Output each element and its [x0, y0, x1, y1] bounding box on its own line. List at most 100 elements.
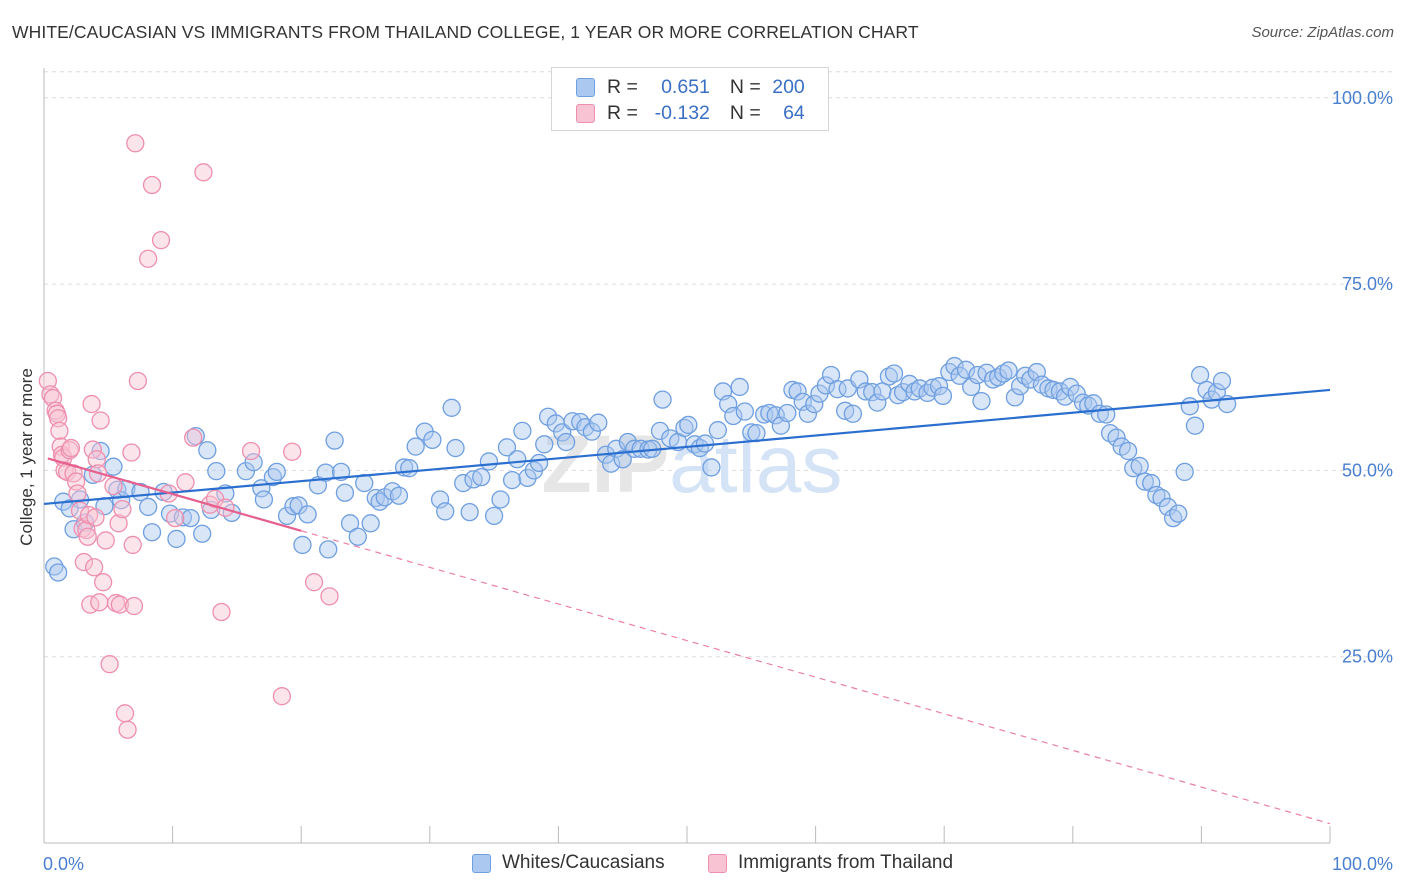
white-point	[1152, 488, 1171, 508]
white-point	[788, 382, 807, 401]
x-tick-label: 0.0%	[43, 854, 84, 874]
chart-title: WHITE/CAUCASIAN VS IMMIGRANTS FROM THAIL…	[12, 22, 919, 42]
correlation-legend: R = 0.651 N = 200 R = -0.132 N = 64	[551, 67, 829, 131]
legend-swatch-whites	[472, 853, 491, 873]
white-point	[430, 490, 450, 509]
white-point	[1021, 370, 1040, 389]
y-tick-label: 75.0%	[1342, 274, 1393, 294]
white-point	[502, 470, 522, 490]
white-point	[518, 468, 537, 488]
trend-lines	[43, 388, 1331, 825]
white-point	[442, 398, 461, 417]
white-point	[613, 450, 632, 469]
white-point	[1107, 428, 1126, 447]
n-label: N =	[729, 75, 761, 98]
white-point	[816, 376, 836, 395]
white-point	[254, 490, 274, 509]
thailand-point	[184, 428, 203, 447]
white-point	[513, 421, 532, 441]
data-points	[38, 134, 1237, 739]
white-point	[529, 453, 549, 473]
white-point	[389, 486, 409, 505]
white-point	[724, 406, 743, 426]
legend-item-whites[interactable]: Whites/Caucasians	[472, 852, 665, 874]
thailand-point	[272, 687, 292, 706]
white-point	[679, 415, 698, 435]
white-point	[653, 390, 672, 409]
white-point	[918, 383, 937, 403]
legend-swatch-thailand	[576, 103, 595, 123]
thailand-point	[82, 394, 101, 414]
series-legend: Whites/Caucasians Immigrants from Thaila…	[0, 852, 1406, 878]
thailand-point	[90, 593, 109, 612]
white-point	[284, 497, 303, 516]
y-tick-label: 50.0%	[1342, 460, 1393, 480]
r-label: R =	[607, 101, 638, 124]
white-point	[695, 434, 715, 453]
white-point	[1169, 504, 1188, 523]
white-point	[207, 461, 226, 481]
white-point	[650, 421, 670, 441]
white-point	[863, 383, 882, 402]
y-axis-label: College, 1 year or more	[17, 368, 36, 546]
thailand-point	[166, 508, 185, 528]
white-point	[933, 386, 953, 406]
legend-item-thailand[interactable]: Immigrants from Thailand	[708, 852, 953, 874]
thailand-point	[320, 587, 339, 606]
white-point	[348, 527, 367, 546]
white-point	[325, 431, 344, 450]
thailand-point	[139, 249, 158, 268]
thailand-point	[110, 595, 130, 614]
thailand-point	[113, 500, 132, 519]
thailand-point	[70, 501, 90, 520]
thailand-point	[104, 476, 123, 496]
white-point	[1061, 377, 1080, 397]
n-value: 200	[772, 75, 805, 98]
white-point	[1180, 397, 1199, 416]
white-point	[730, 377, 749, 397]
thailand-point	[87, 450, 106, 469]
n-value: 64	[783, 101, 805, 124]
thailand-point	[115, 704, 135, 723]
white-point	[406, 437, 425, 456]
thailand-point	[151, 230, 171, 250]
white-point	[193, 524, 212, 543]
white-point	[553, 423, 572, 442]
white-point	[167, 529, 186, 549]
white-point	[1212, 371, 1232, 391]
white-point	[139, 497, 158, 517]
white-point	[446, 438, 465, 458]
white-point	[400, 459, 419, 478]
white-point	[556, 432, 576, 452]
white-point	[460, 502, 479, 522]
legend-label-thailand: Immigrants from Thailand	[738, 852, 954, 873]
thailand-trend-line	[47, 457, 302, 532]
thailand-point	[74, 552, 94, 572]
thailand-point	[124, 596, 144, 616]
white-point	[436, 502, 455, 521]
white-point	[319, 540, 338, 559]
tick-labels: 25.0% 50.0% 75.0% 100.0% 0.0% 100.0%	[43, 88, 1393, 874]
legend-row-thailand: R = -0.132 N = 64	[576, 101, 805, 125]
r-value: -0.132	[654, 101, 710, 124]
white-point	[1067, 384, 1086, 403]
thailand-point	[94, 573, 113, 592]
white-point	[766, 406, 785, 425]
thailand-point	[212, 602, 231, 622]
thailand-point	[91, 411, 110, 430]
thailand-point	[96, 531, 115, 550]
white-point	[142, 523, 162, 542]
white-point	[181, 508, 200, 528]
thailand-point	[126, 134, 145, 153]
white-point	[277, 506, 297, 526]
white-point	[1005, 388, 1025, 407]
white-point	[535, 435, 554, 454]
white-point	[805, 394, 824, 414]
white-point	[1158, 497, 1178, 517]
white-point	[497, 438, 517, 457]
white-point	[747, 423, 766, 443]
thailand-point	[128, 371, 148, 391]
thailand-point	[61, 438, 81, 458]
n-label: N =	[729, 101, 761, 124]
